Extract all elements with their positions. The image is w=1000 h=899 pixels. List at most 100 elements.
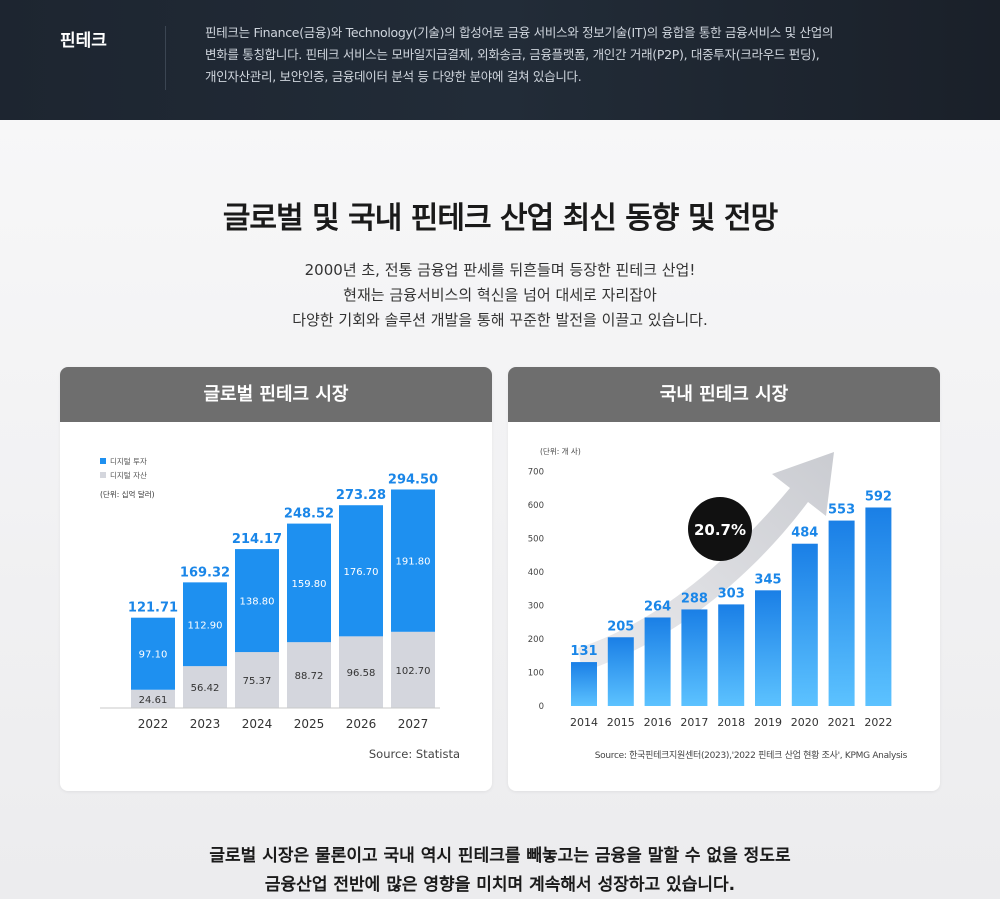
- data-label: 75.37: [243, 676, 272, 687]
- data-label: 205: [607, 619, 634, 634]
- bar-segment: [391, 631, 435, 708]
- closing-line: 글로벌 시장은 물론이고 국내 역시 핀테크를 빼놓고는 금융을 말할 수 없을…: [209, 846, 791, 866]
- data-label: 191.80: [396, 557, 431, 568]
- legend-swatch: [100, 472, 106, 478]
- source-label: Source: 한국핀테크지원센터(2023),'2022 핀테크 산업 현황 …: [595, 750, 908, 761]
- tick-label: 2019: [754, 716, 782, 729]
- y-tick-label: 700: [528, 467, 544, 477]
- banner-description-line: 개인자산관리, 보안인증, 금융데이터 분석 등 다양한 분야에 걸쳐 있습니다…: [205, 69, 582, 84]
- domestic-market-chart: (단위: 개 사) 0 100 200 300 400 500 600 700 131 2014 20…: [528, 446, 908, 761]
- bar: [681, 609, 708, 706]
- tick-label: 2016: [644, 716, 672, 729]
- unit-label: (단위: 개 사): [540, 446, 581, 456]
- page-headline: 글로벌 및 국내 핀테크 산업 최신 동향 및 전망: [222, 201, 778, 236]
- bar-segment: [287, 642, 331, 708]
- source-label: Source: Statista: [369, 747, 460, 761]
- data-label: 131: [570, 644, 597, 659]
- total-label: 214.17: [232, 532, 282, 547]
- total-label: 273.28: [336, 488, 386, 503]
- data-label: 159.80: [292, 579, 327, 590]
- data-label: 56.42: [191, 683, 220, 694]
- banner-description-line: 변화를 통칭합니다. 핀테크 서비스는 모바일지급결제, 외화송금, 금융플랫폼…: [205, 47, 820, 62]
- bar: [865, 507, 892, 706]
- tick-label: 2014: [570, 716, 598, 729]
- data-label: 592: [865, 490, 892, 505]
- y-tick-label: 0: [539, 702, 544, 712]
- definition-banner: 핀테크 핀테크는 Finance(금융)와 Technology(기술)의 합성…: [0, 0, 1000, 120]
- unit-label: (단위: 십억 달러): [100, 489, 155, 499]
- tick-label: 2025: [294, 717, 325, 731]
- bar: [791, 543, 818, 706]
- tick-label: 2018: [717, 716, 745, 729]
- data-label: 345: [754, 572, 781, 587]
- data-label: 288: [681, 591, 708, 606]
- intro-line: 현재는 금융서비스의 혁신을 넘어 대세로 자리잡아: [343, 286, 657, 304]
- growth-badge: [688, 497, 752, 561]
- data-label: 176.70: [344, 567, 379, 578]
- bar: [607, 637, 634, 706]
- tick-label: 2021: [828, 716, 856, 729]
- banner-description-line: 핀테크는 Finance(금융)와 Technology(기술)의 합성어로 금…: [205, 25, 834, 40]
- bar: [644, 617, 671, 706]
- intro-line: 2000년 초, 전통 금융업 판세를 뒤흔들며 등장한 핀테크 산업!: [304, 261, 696, 279]
- bar-segment: [287, 523, 331, 643]
- data-label: 303: [718, 586, 745, 601]
- bar-segment: [183, 582, 227, 667]
- bar-segment: [131, 617, 175, 690]
- bar-segment: [235, 652, 279, 708]
- data-label: 97.10: [139, 650, 168, 661]
- legend-label: 디지털 투자: [110, 457, 147, 466]
- banner-term: 핀테크: [60, 31, 107, 51]
- tick-label: 2020: [791, 716, 819, 729]
- intro-line: 다양한 기회와 솔루션 개발을 통해 꾸준한 발전을 이끌고 있습니다.: [292, 311, 708, 329]
- total-label: 121.71: [128, 601, 178, 616]
- growth-badge-label: 20.7%: [694, 521, 746, 539]
- y-tick-label: 200: [528, 635, 544, 645]
- data-label: 484: [791, 526, 818, 541]
- y-tick-label: 100: [528, 668, 544, 678]
- bar-segment: [339, 505, 383, 637]
- tick-label: 2026: [346, 717, 377, 731]
- global-card-title: 글로벌 핀테크 시장: [60, 367, 492, 422]
- closing-line: 금융산업 전반에 많은 영향을 미치며 계속해서 성장하고 있습니다.: [264, 875, 736, 895]
- closing-text: 글로벌 시장은 물론이고 국내 역시 핀테크를 빼놓고는 금융을 말할 수 없을…: [0, 842, 1000, 899]
- bar: [828, 520, 855, 706]
- tick-label: 2027: [398, 717, 429, 731]
- banner-divider: [165, 26, 166, 90]
- banner-description: 핀테크는 Finance(금융)와 Technology(기술)의 합성어로 금…: [205, 22, 905, 88]
- total-label: 294.50: [388, 472, 438, 487]
- bar-segment: [235, 549, 279, 653]
- bar: [755, 590, 781, 706]
- bar-segment: [131, 689, 175, 708]
- bar: [718, 604, 745, 706]
- bar: [571, 662, 597, 706]
- y-tick-label: 300: [528, 601, 544, 611]
- legend-swatch: [100, 458, 106, 464]
- y-tick-label: 400: [528, 568, 544, 578]
- total-label: 248.52: [284, 507, 334, 522]
- bar-segment: [339, 636, 383, 708]
- total-label: 169.32: [180, 565, 230, 580]
- tick-label: 2022: [138, 717, 169, 731]
- data-label: 24.61: [139, 695, 168, 706]
- growth-arrow: [578, 452, 834, 672]
- data-label: 102.70: [396, 666, 431, 677]
- tick-label: 2015: [607, 716, 635, 729]
- bar-segment: [391, 489, 435, 632]
- intro-text: 2000년 초, 전통 금융업 판세를 뒤흔들며 등장한 핀테크 산업! 현재는…: [0, 258, 1000, 333]
- tick-label: 2022: [864, 716, 892, 729]
- data-label: 138.80: [240, 597, 275, 608]
- domestic-card-title: 국내 핀테크 시장: [508, 367, 940, 422]
- y-tick-label: 500: [528, 534, 544, 544]
- domestic-market-card: 국내 핀테크 시장 (단위: 개 사) 0 100 200 300 400 500 600 70…: [508, 367, 940, 791]
- bar-segment: [183, 666, 227, 708]
- tick-label: 2024: [242, 717, 273, 731]
- data-label: 553: [828, 503, 855, 518]
- y-tick-label: 600: [528, 501, 544, 511]
- data-label: 112.90: [188, 620, 223, 631]
- tick-label: 2023: [190, 717, 221, 731]
- data-label: 96.58: [347, 668, 376, 679]
- legend-label: 디지털 자산: [110, 470, 147, 480]
